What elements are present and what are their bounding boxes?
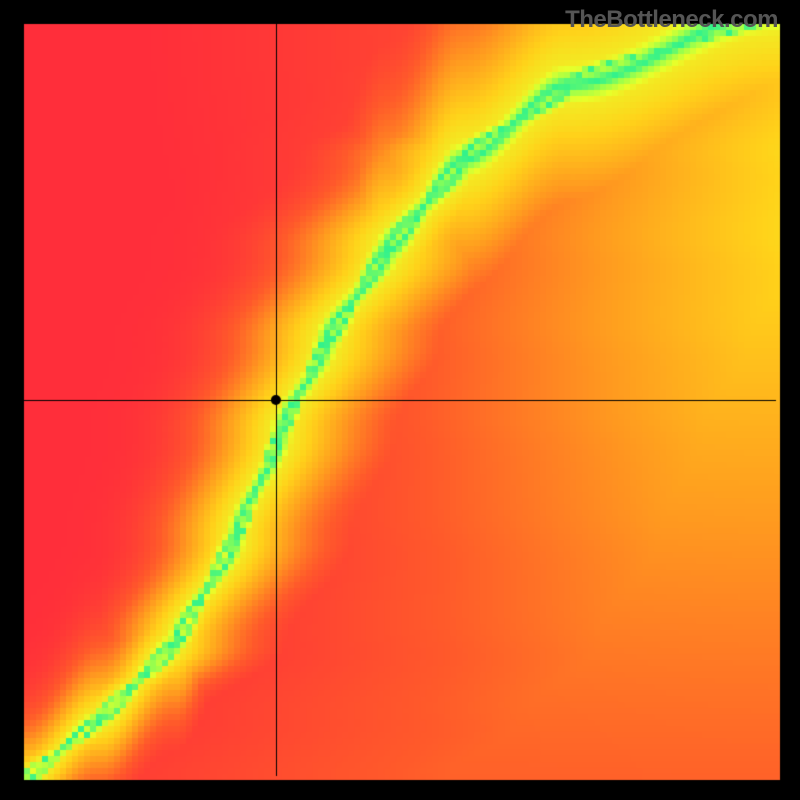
bottleneck-heatmap: TheBottleneck.com xyxy=(0,0,800,800)
watermark-text: TheBottleneck.com xyxy=(565,6,778,34)
heatmap-canvas xyxy=(0,0,800,800)
